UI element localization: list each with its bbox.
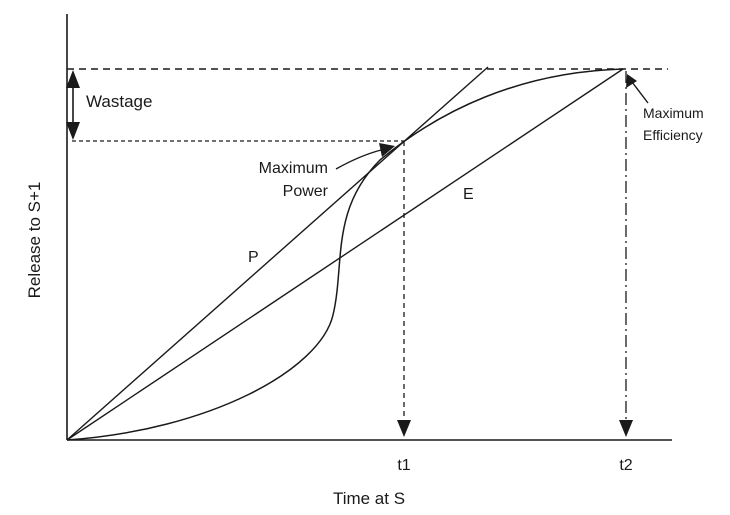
y-axis-label: Release to S+1 [25,182,44,299]
max-efficiency-pointer-head [626,74,637,88]
p-curve-label: P [248,249,259,266]
t2-tick-label: t2 [619,457,632,474]
e-curve-label: E [463,186,474,203]
t1-tick-label: t1 [397,457,410,474]
max-efficiency-label-line2: Efficiency [643,127,703,143]
t2-arrowhead [619,420,633,437]
max-efficiency-label-line1: Maximum [643,105,704,121]
t1-arrowhead [397,420,411,437]
max-power-label-line1: Maximum [259,160,328,177]
max-power-label-line2: Power [283,183,329,200]
max-power-pointer [335,149,382,170]
wastage-label: Wastage [86,92,152,111]
max-efficiency-pointer [631,81,649,104]
wastage-arrowhead-down [66,122,80,140]
wastage-arrowhead-up [66,70,80,88]
max-power-pointer-head [379,143,395,157]
p-line [66,66,489,441]
x-axis-label: Time at S [333,489,405,508]
s-curve [66,68,624,441]
e-line [66,68,624,441]
